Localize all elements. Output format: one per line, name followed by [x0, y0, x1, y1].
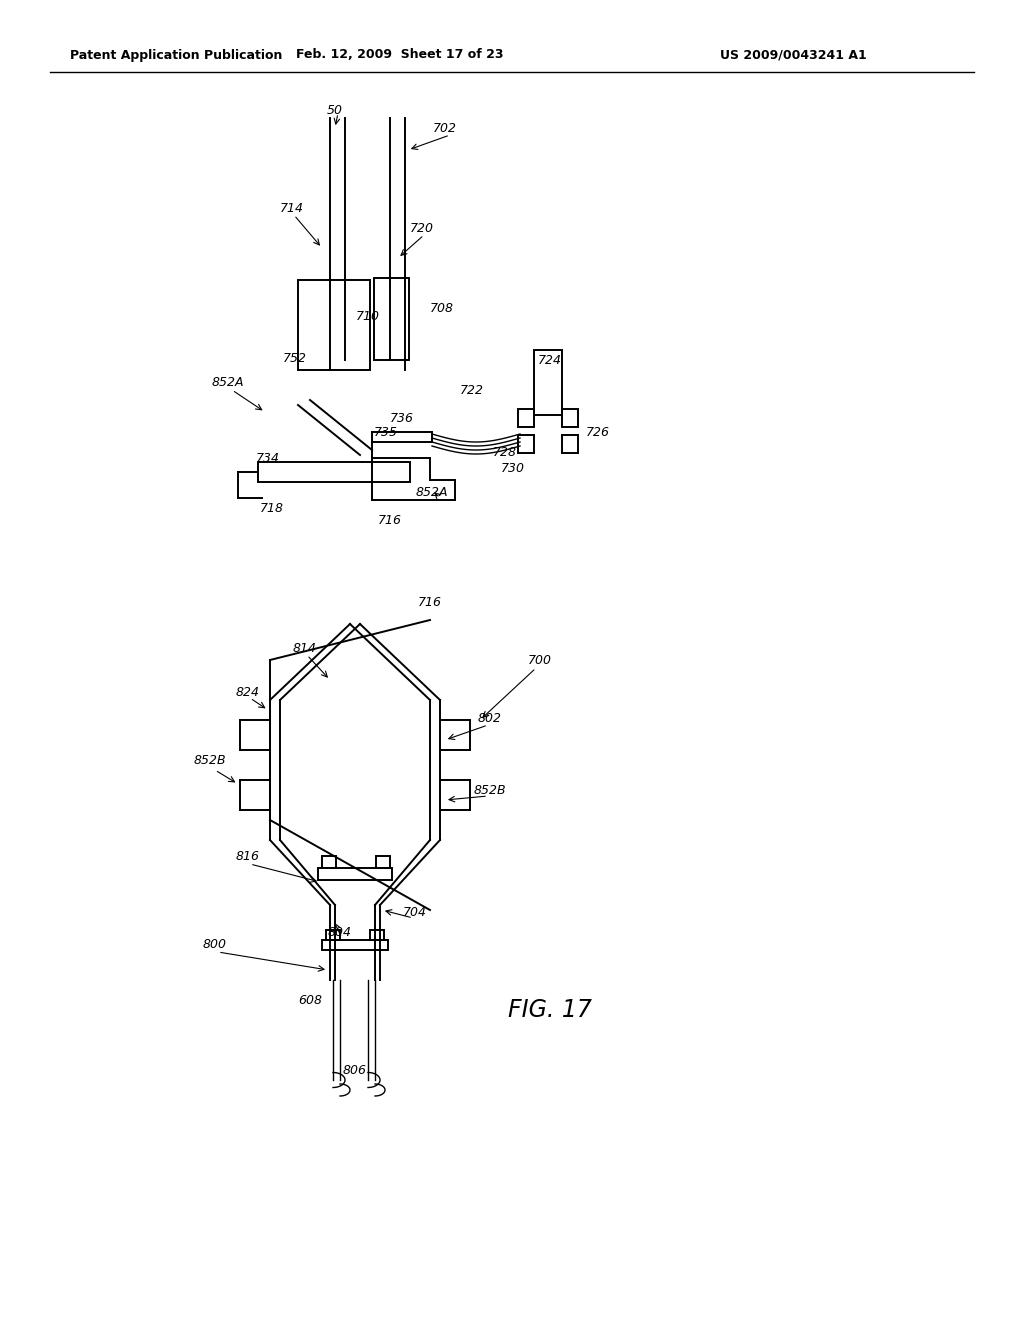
Bar: [322, 855, 336, 869]
Text: 724: 724: [538, 354, 562, 367]
Bar: [518, 436, 534, 453]
Text: 728: 728: [493, 446, 517, 458]
Bar: [562, 409, 578, 426]
Text: 814: 814: [293, 642, 317, 655]
Text: 714: 714: [280, 202, 304, 214]
Text: 722: 722: [460, 384, 484, 396]
Text: 702: 702: [433, 121, 457, 135]
Text: 50: 50: [327, 103, 343, 116]
Text: 802: 802: [478, 711, 502, 725]
Text: 852B: 852B: [474, 784, 506, 796]
Text: FIG. 17: FIG. 17: [508, 998, 592, 1022]
Bar: [326, 931, 340, 940]
Text: 752: 752: [283, 351, 307, 364]
Text: 720: 720: [410, 222, 434, 235]
Bar: [376, 855, 390, 869]
Bar: [322, 940, 388, 950]
Text: 852A: 852A: [212, 375, 245, 388]
Bar: [370, 931, 384, 940]
Text: 718: 718: [260, 503, 284, 516]
Text: 708: 708: [430, 301, 454, 314]
Text: 726: 726: [586, 425, 610, 438]
Text: 736: 736: [390, 412, 414, 425]
Text: 806: 806: [343, 1064, 367, 1077]
Text: 816: 816: [236, 850, 260, 863]
Bar: [562, 436, 578, 453]
Text: 716: 716: [378, 513, 402, 527]
Text: 608: 608: [298, 994, 322, 1006]
Text: 710: 710: [356, 309, 380, 322]
Text: 734: 734: [256, 451, 280, 465]
Text: 800: 800: [203, 939, 227, 952]
Text: Feb. 12, 2009  Sheet 17 of 23: Feb. 12, 2009 Sheet 17 of 23: [296, 49, 504, 62]
Bar: [258, 462, 410, 482]
Bar: [374, 279, 409, 360]
Text: US 2009/0043241 A1: US 2009/0043241 A1: [720, 49, 866, 62]
Bar: [318, 869, 392, 880]
Text: 735: 735: [374, 426, 398, 440]
Text: 700: 700: [528, 653, 552, 667]
Text: 852A: 852A: [416, 486, 449, 499]
Bar: [298, 280, 370, 370]
Text: 804: 804: [328, 925, 352, 939]
Text: Patent Application Publication: Patent Application Publication: [70, 49, 283, 62]
Text: 852B: 852B: [194, 754, 226, 767]
Text: 824: 824: [236, 685, 260, 698]
Bar: [518, 409, 534, 426]
Text: 704: 704: [403, 906, 427, 919]
Text: 716: 716: [418, 597, 442, 610]
Text: 730: 730: [501, 462, 525, 475]
Bar: [534, 350, 562, 414]
